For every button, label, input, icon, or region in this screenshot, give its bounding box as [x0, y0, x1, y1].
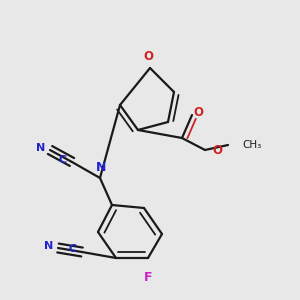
- Text: C: C: [69, 244, 77, 254]
- Text: O: O: [143, 50, 153, 63]
- Text: N: N: [96, 161, 106, 174]
- Text: N: N: [44, 241, 53, 251]
- Text: O: O: [193, 106, 203, 119]
- Text: O: O: [212, 145, 222, 158]
- Text: F: F: [144, 271, 152, 284]
- Text: C: C: [59, 155, 67, 165]
- Text: CH₃: CH₃: [242, 140, 261, 150]
- Text: N: N: [36, 143, 45, 153]
